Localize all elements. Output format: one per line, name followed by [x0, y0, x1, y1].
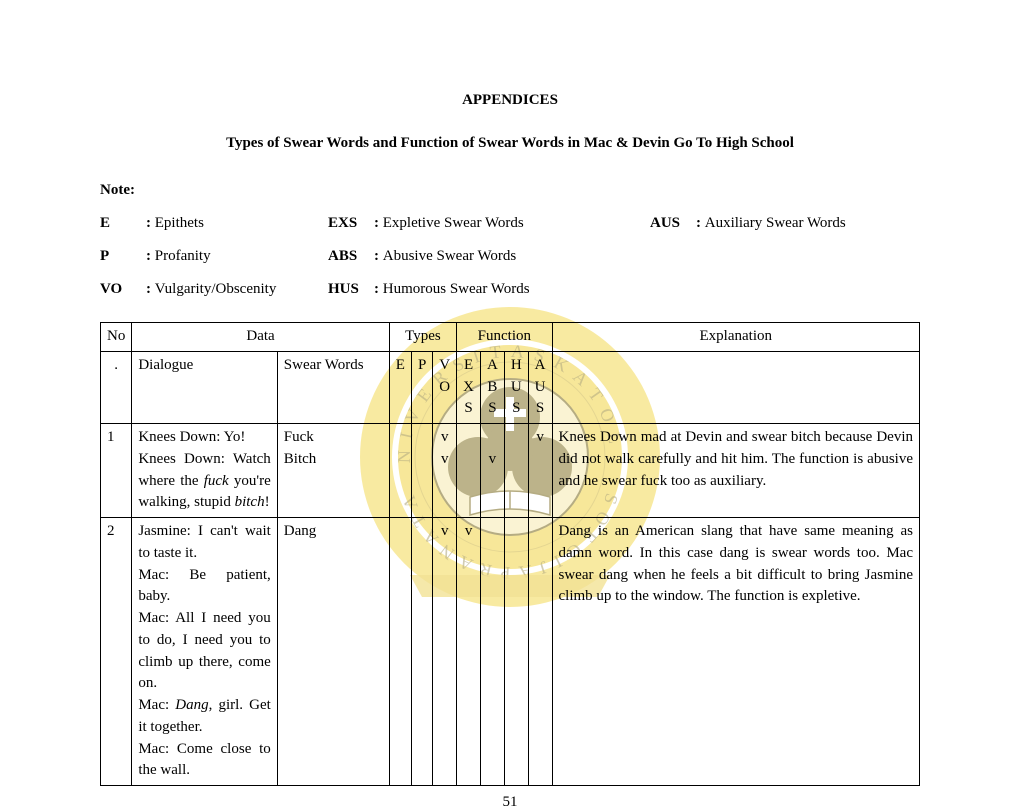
th-explanation-blank — [552, 351, 919, 423]
th-P: P — [411, 351, 432, 423]
subtitle: Types of Swear Words and Function of Swe… — [100, 135, 920, 152]
th-data: Data — [132, 323, 389, 352]
cell-ABS: v — [480, 424, 504, 518]
cell-HUS — [504, 424, 528, 518]
th-AUS: AUS — [528, 351, 552, 423]
legend-row-1: E : Epithets EXS : Expletive Swear Words… — [100, 215, 920, 232]
legend-desc: Expletive Swear Words — [383, 215, 524, 231]
th-EXS: EXS — [457, 351, 481, 423]
th-types: Types — [389, 323, 456, 352]
th-explanation: Explanation — [552, 323, 919, 352]
th-dialogue: Dialogue — [132, 351, 277, 423]
th-VO: VO — [433, 351, 457, 423]
legend-desc: Vulgarity/Obscenity — [155, 281, 277, 297]
th-ABS: ABS — [480, 351, 504, 423]
cell-ABS — [480, 518, 504, 786]
table-row: 1 Knees Down: Yo!Knees Down: Watch where… — [101, 424, 920, 518]
cell-EXS: v — [457, 518, 481, 786]
note-label: Note: — [100, 182, 920, 199]
legend-desc: Humorous Swear Words — [383, 281, 530, 297]
legend-code: AUS — [650, 215, 696, 232]
legend-code: EXS — [328, 215, 374, 232]
th-no: No — [101, 323, 132, 352]
legend-desc: Abusive Swear Words — [383, 248, 517, 264]
cell-explanation: Dang is an American slang that have same… — [552, 518, 919, 786]
appendices-title: APPENDICES — [100, 92, 920, 109]
cell-AUS — [528, 518, 552, 786]
legend-desc: Profanity — [155, 248, 211, 264]
table-row: 2 Jasmine: I can't wait to taste it.Mac:… — [101, 518, 920, 786]
page-number: 51 — [100, 794, 920, 811]
cell-VO: vv — [433, 424, 457, 518]
cell-VO: v — [433, 518, 457, 786]
th-HUS: HUS — [504, 351, 528, 423]
cell-E — [389, 518, 411, 786]
legend-row-2: P : Profanity ABS : Abusive Swear Words — [100, 248, 920, 265]
cell-no: 2 — [101, 518, 132, 786]
cell-E — [389, 424, 411, 518]
cell-swear: Dang — [277, 518, 389, 786]
cell-HUS — [504, 518, 528, 786]
legend-code: P — [100, 248, 146, 265]
legend-code: E — [100, 215, 146, 232]
cell-swear: FuckBitch — [277, 424, 389, 518]
th-E: E — [389, 351, 411, 423]
legend-code: ABS — [328, 248, 374, 265]
cell-dialogue: Knees Down: Yo!Knees Down: Watch where t… — [132, 424, 277, 518]
legend-row-3: VO : Vulgarity/Obscenity HUS : Humorous … — [100, 281, 920, 298]
table-header-row-1: No Data Types Function Explanation — [101, 323, 920, 352]
data-table: No Data Types Function Explanation . Dia… — [100, 322, 920, 786]
th-swear-words: Swear Words — [277, 351, 389, 423]
th-function: Function — [457, 323, 552, 352]
cell-P — [411, 518, 432, 786]
legend-desc: Epithets — [155, 215, 204, 231]
th-no-dot: . — [101, 351, 132, 423]
cell-AUS: v — [528, 424, 552, 518]
legend-code: VO — [100, 281, 146, 298]
cell-dialogue: Jasmine: I can't wait to taste it.Mac: B… — [132, 518, 277, 786]
cell-P — [411, 424, 432, 518]
cell-EXS — [457, 424, 481, 518]
table-header-row-2: . Dialogue Swear Words E P VO EXS ABS HU… — [101, 351, 920, 423]
cell-explanation: Knees Down mad at Devin and swear bitch … — [552, 424, 919, 518]
cell-no: 1 — [101, 424, 132, 518]
legend-desc: Auxiliary Swear Words — [705, 215, 846, 231]
page-content: APPENDICES Types of Swear Words and Func… — [0, 0, 1020, 811]
legend-code: HUS — [328, 281, 374, 298]
